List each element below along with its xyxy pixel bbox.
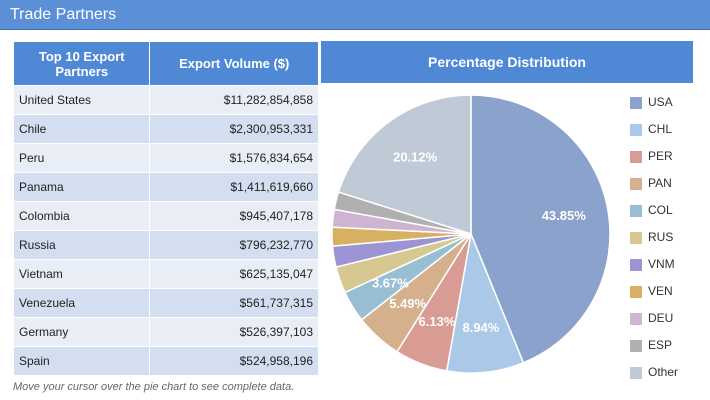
volume-cell: $945,407,178 — [149, 201, 319, 231]
legend-label: Other — [648, 365, 679, 379]
legend-swatch — [630, 124, 642, 136]
table-row: Colombia $945,407,178 — [12, 201, 319, 231]
percentage-distribution-header: Percentage Distribution — [321, 41, 693, 83]
legend-item-usa: USA — [630, 95, 706, 122]
pie-label-per: 6.13% — [419, 314, 456, 329]
table-row: Vietnam $625,135,047 — [12, 259, 319, 289]
volume-cell: $524,958,196 — [149, 346, 319, 376]
legend-item-rus: RUS — [630, 230, 706, 257]
country-cell: Peru — [12, 143, 151, 173]
window-title: Trade Partners — [10, 6, 117, 23]
legend-label: RUS — [648, 230, 674, 244]
legend-label: USA — [648, 95, 673, 109]
volume-cell: $625,135,047 — [149, 259, 319, 289]
legend-label: PER — [648, 149, 673, 163]
table-header-row: Top 10 Export Partners Export Volume ($) — [12, 41, 319, 86]
legend-swatch — [630, 313, 642, 325]
title-bar: Trade Partners — [0, 0, 710, 30]
legend-item-vnm: VNM — [630, 257, 706, 284]
pie-slice-usa[interactable] — [470, 94, 611, 364]
pie-chart-area[interactable]: 43.85% 8.94% 6.13% 5.49% 3.67% 20.12% — [330, 93, 620, 383]
table-row: Venezuela $561,737,315 — [12, 288, 319, 318]
legend-item-other: Other — [630, 365, 706, 392]
pie-slice-other[interactable] — [337, 94, 472, 236]
column-header-partners: Top 10 Export Partners — [12, 41, 151, 86]
country-cell: Russia — [12, 230, 151, 260]
legend-swatch — [630, 340, 642, 352]
legend-swatch — [630, 286, 642, 298]
legend-label: COL — [648, 203, 673, 217]
legend-item-pan: PAN — [630, 176, 706, 203]
pie-chart[interactable]: 43.85% 8.94% 6.13% 5.49% 3.67% 20.12% — [330, 93, 620, 383]
pie-label-chl: 8.94% — [462, 320, 499, 335]
legend-swatch — [630, 205, 642, 217]
legend-label: ESP — [648, 338, 673, 352]
chart-legend: USA CHL PER PAN COL RUS VNM VEN DEU ESP Other — [630, 95, 706, 392]
legend-item-esp: ESP — [630, 338, 706, 365]
country-cell: Venezuela — [12, 288, 151, 318]
export-partners-table: Top 10 Export Partners Export Volume ($)… — [12, 41, 319, 376]
legend-swatch — [630, 178, 642, 190]
volume-cell: $2,300,953,331 — [149, 114, 319, 144]
column-header-volume: Export Volume ($) — [149, 41, 319, 86]
table-row: United States $11,282,854,858 — [12, 85, 319, 115]
table-row: Spain $524,958,196 — [12, 346, 319, 376]
legend-label: DEU — [648, 311, 674, 325]
volume-cell: $1,411,619,660 — [149, 172, 319, 202]
volume-cell: $11,282,854,858 — [149, 85, 319, 115]
volume-cell: $1,576,834,654 — [149, 143, 319, 173]
legend-item-deu: DEU — [630, 311, 706, 338]
country-cell: Panama — [12, 172, 151, 202]
table-row: Panama $1,411,619,660 — [12, 172, 319, 202]
pie-label-pan: 5.49% — [389, 296, 426, 311]
legend-item-chl: CHL — [630, 122, 706, 149]
legend-swatch — [630, 259, 642, 271]
country-cell: Vietnam — [12, 259, 151, 289]
table-row: Chile $2,300,953,331 — [12, 114, 319, 144]
legend-swatch — [630, 151, 642, 163]
legend-label: CHL — [648, 122, 673, 136]
volume-cell: $526,397,103 — [149, 317, 319, 347]
table-row: Germany $526,397,103 — [12, 317, 319, 347]
hover-hint: Move your cursor over the pie chart to s… — [13, 381, 295, 393]
country-cell: Chile — [12, 114, 151, 144]
legend-item-per: PER — [630, 149, 706, 176]
table-row: Peru $1,576,834,654 — [12, 143, 319, 173]
legend-label: PAN — [648, 176, 672, 190]
pie-label-col: 3.67% — [372, 275, 409, 290]
legend-label: VNM — [648, 257, 675, 271]
legend-item-col: COL — [630, 203, 706, 230]
country-cell: Spain — [12, 346, 151, 376]
country-cell: Colombia — [12, 201, 151, 231]
volume-cell: $561,737,315 — [149, 288, 319, 318]
pie-label-usa: 43.85% — [542, 208, 587, 223]
country-cell: Germany — [12, 317, 151, 347]
country-cell: United States — [12, 85, 151, 115]
volume-cell: $796,232,770 — [149, 230, 319, 260]
legend-swatch — [630, 97, 642, 109]
legend-swatch — [630, 232, 642, 244]
legend-swatch — [630, 367, 642, 379]
legend-item-ven: VEN — [630, 284, 706, 311]
table-row: Russia $796,232,770 — [12, 230, 319, 260]
pie-label-other: 20.12% — [393, 150, 438, 165]
legend-label: VEN — [648, 284, 673, 298]
